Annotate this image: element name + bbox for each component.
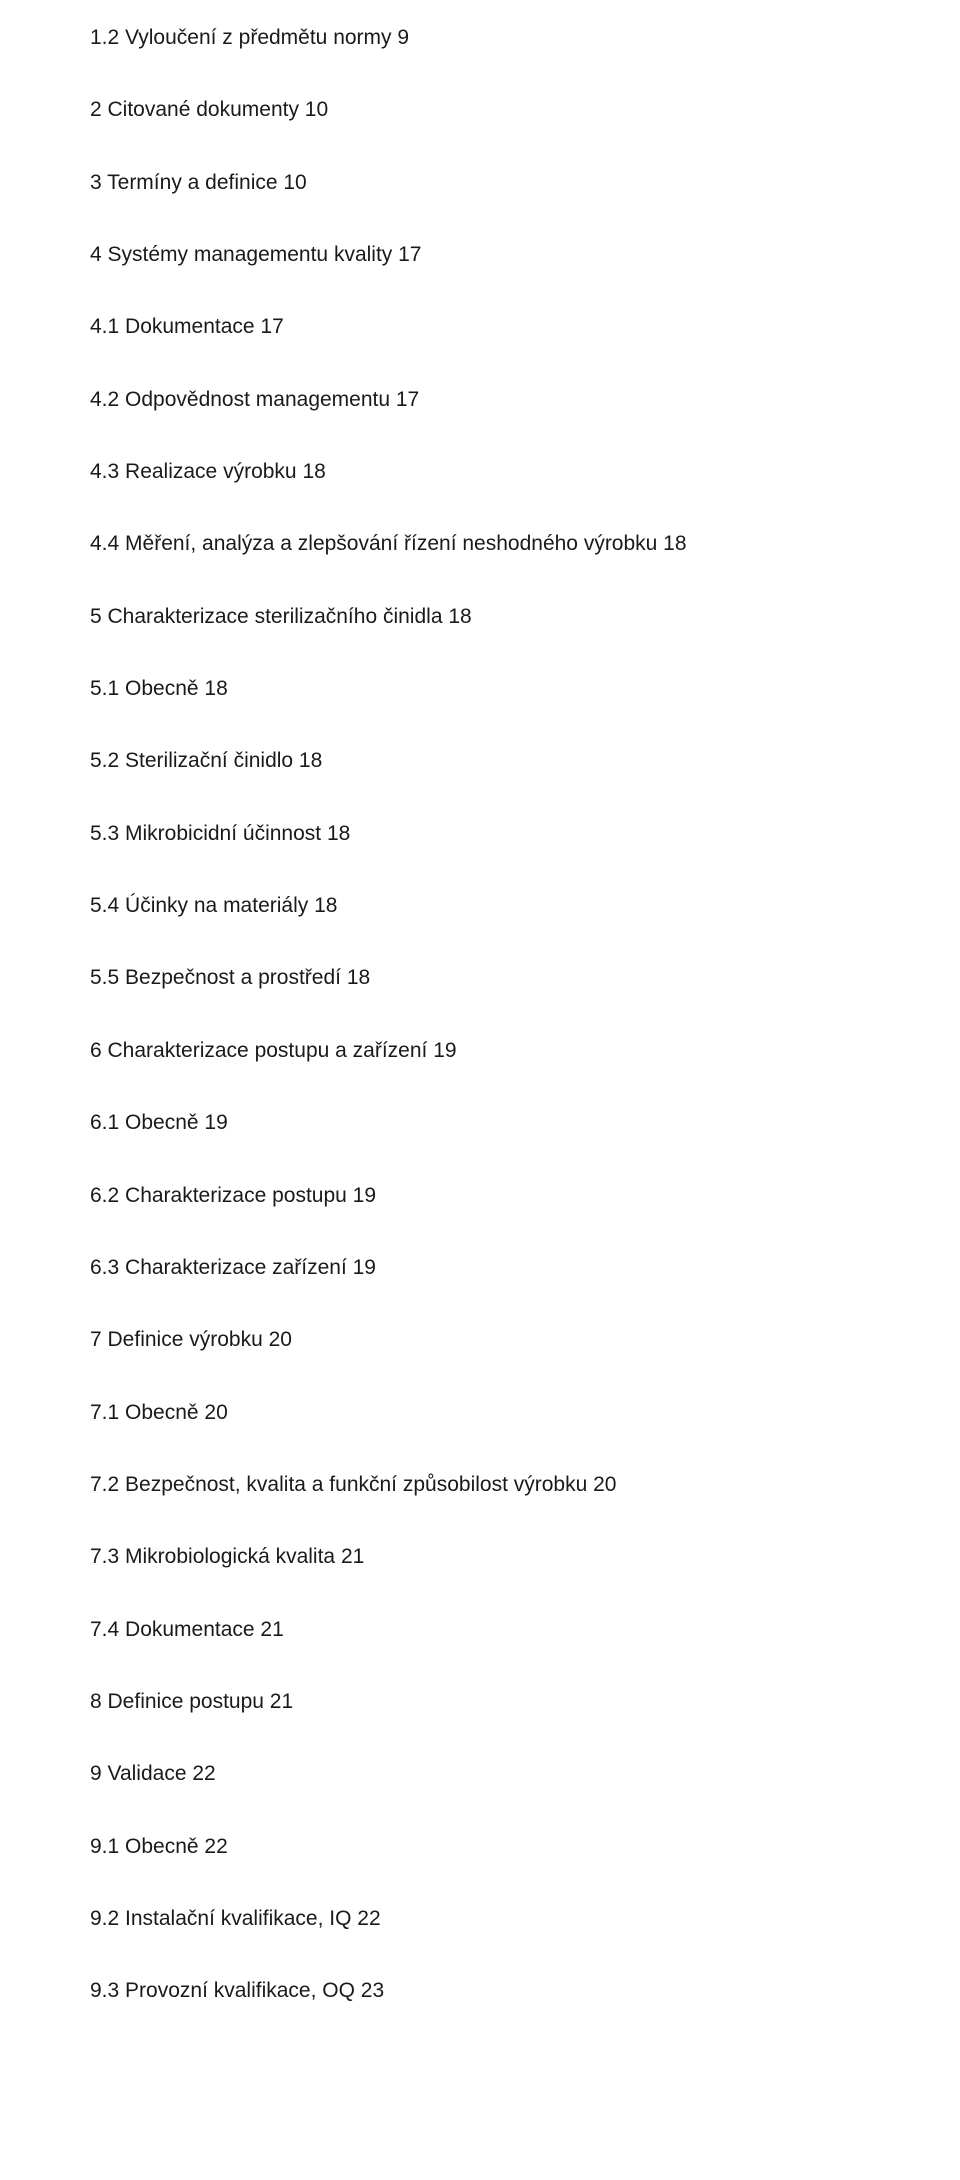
toc-line: 5.4 Účinky na materiály 18 [90, 892, 870, 920]
toc-line: 5.2 Sterilizační činidlo 18 [90, 747, 870, 775]
toc-line: 7 Definice výrobku 20 [90, 1326, 870, 1354]
toc-line: 7.2 Bezpečnost, kvalita a funkční způsob… [90, 1471, 870, 1499]
toc-line: 5.5 Bezpečnost a prostředí 18 [90, 964, 870, 992]
toc-line: 7.1 Obecně 20 [90, 1399, 870, 1427]
toc-line: 1.2 Vyloučení z předmětu normy 9 [90, 24, 870, 52]
toc-line: 7.3 Mikrobiologická kvalita 21 [90, 1543, 870, 1571]
toc-line: 6 Charakterizace postupu a zařízení 19 [90, 1037, 870, 1065]
toc-line: 6.3 Charakterizace zařízení 19 [90, 1254, 870, 1282]
toc-line: 2 Citované dokumenty 10 [90, 96, 870, 124]
toc-line: 4 Systémy managementu kvality 17 [90, 241, 870, 269]
toc-line: 9.2 Instalační kvalifikace, IQ 22 [90, 1905, 870, 1933]
toc-line: 9.3 Provozní kvalifikace, OQ 23 [90, 1977, 870, 2005]
toc-line: 5.3 Mikrobicidní účinnost 18 [90, 820, 870, 848]
toc-line: 8 Definice postupu 21 [90, 1688, 870, 1716]
toc-line: 6.2 Charakterizace postupu 19 [90, 1182, 870, 1210]
toc-line: 7.4 Dokumentace 21 [90, 1616, 870, 1644]
toc-line: 3 Termíny a definice 10 [90, 169, 870, 197]
toc-line: 5.1 Obecně 18 [90, 675, 870, 703]
toc-line: 6.1 Obecně 19 [90, 1109, 870, 1137]
toc-line: 5 Charakterizace sterilizačního činidla … [90, 603, 870, 631]
toc-line: 4.3 Realizace výrobku 18 [90, 458, 870, 486]
toc-line: 9.1 Obecně 22 [90, 1833, 870, 1861]
toc-line: 4.2 Odpovědnost managementu 17 [90, 386, 870, 414]
toc-line: 4.4 Měření, analýza a zlepšování řízení … [90, 530, 870, 558]
toc-line: 4.1 Dokumentace 17 [90, 313, 870, 341]
document-page: 1.2 Vyloučení z předmětu normy 9 2 Citov… [0, 0, 960, 2110]
toc-line: 9 Validace 22 [90, 1760, 870, 1788]
